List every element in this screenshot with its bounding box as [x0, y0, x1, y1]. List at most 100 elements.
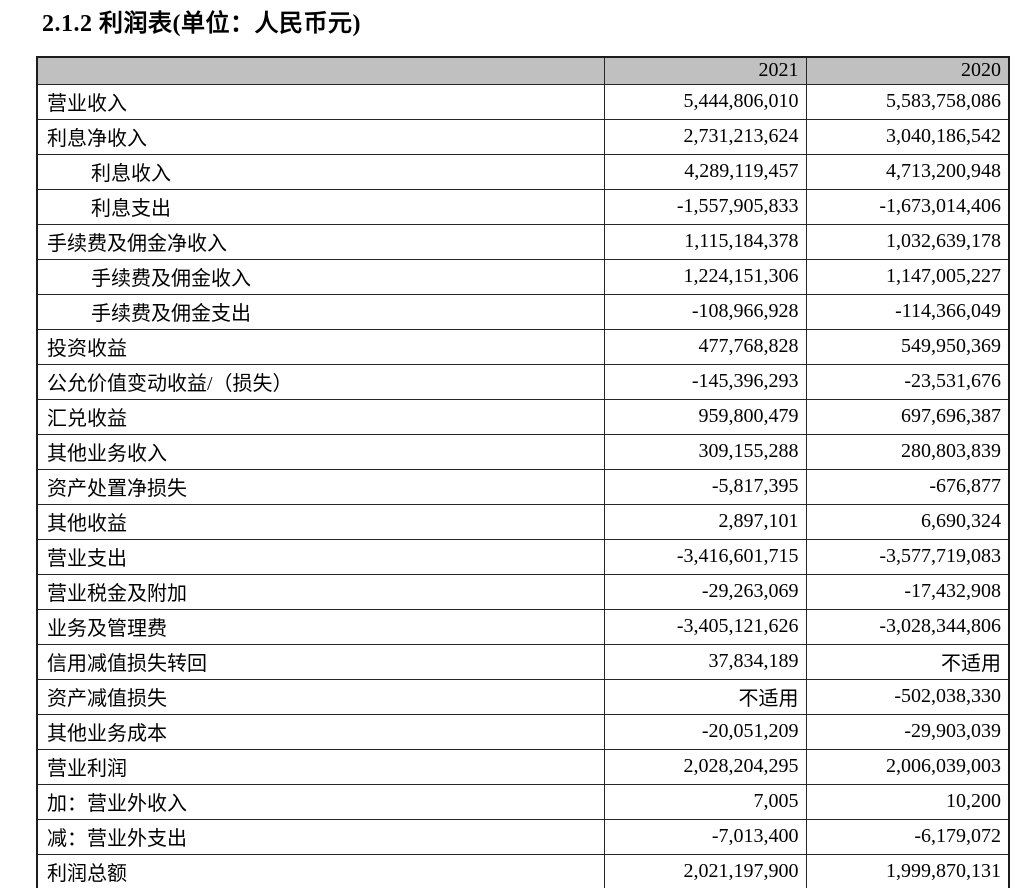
value-2021: 959,800,479 [603, 399, 807, 435]
row-label: 其他业务收入 [36, 434, 605, 470]
value-2020: 3,040,186,542 [805, 119, 1010, 155]
row-label: 资产处置净损失 [36, 469, 605, 505]
table-row: 营业支出 -3,416,601,715 -3,577,719,083 [36, 539, 1010, 575]
row-label: 加：营业外收入 [36, 784, 605, 820]
header-year-2020: 2020 [805, 56, 1010, 85]
value-2020: 5,583,758,086 [805, 84, 1010, 120]
table-row: 业务及管理费 -3,405,121,626 -3,028,344,806 [36, 609, 1010, 645]
value-2020: -676,877 [805, 469, 1010, 505]
row-label: 利息支出 [36, 189, 605, 225]
section-title: 2.1.2 利润表(单位：人民币元) [42, 11, 361, 37]
row-label: 利润总额 [36, 854, 605, 888]
value-2020: -114,366,049 [805, 294, 1010, 330]
row-label: 利息净收入 [36, 119, 605, 155]
table-row: 其他收益 2,897,101 6,690,324 [36, 504, 1010, 540]
row-label: 手续费及佣金净收入 [36, 224, 605, 260]
value-2021: -145,396,293 [603, 364, 807, 400]
table-row: 营业收入 5,444,806,010 5,583,758,086 [36, 84, 1010, 120]
value-2021: -5,817,395 [603, 469, 807, 505]
value-2021: 2,897,101 [603, 504, 807, 540]
table-row: 手续费及佣金净收入 1,115,184,378 1,032,639,178 [36, 224, 1010, 260]
value-2020: 549,950,369 [805, 329, 1010, 365]
income-statement-table: 2021 2020 营业收入 5,444,806,010 5,583,758,0… [36, 56, 1010, 888]
table-header: 2021 2020 [36, 56, 1010, 85]
value-2020: 4,713,200,948 [805, 154, 1010, 190]
table-row: 其他业务成本 -20,051,209 -29,903,039 [36, 714, 1010, 750]
value-2020: 2,006,039,003 [805, 749, 1010, 785]
row-label: 业务及管理费 [36, 609, 605, 645]
row-label: 利息收入 [36, 154, 605, 190]
table-row: 汇兑收益 959,800,479 697,696,387 [36, 399, 1010, 435]
row-label: 公允价值变动收益/（损失） [36, 364, 605, 400]
value-2020: -23,531,676 [805, 364, 1010, 400]
value-2021: -108,966,928 [603, 294, 807, 330]
value-2021: 7,005 [603, 784, 807, 820]
value-2021: -3,416,601,715 [603, 539, 807, 575]
row-label: 营业收入 [36, 84, 605, 120]
table-row: 利息净收入 2,731,213,624 3,040,186,542 [36, 119, 1010, 155]
table-row: 营业利润 2,028,204,295 2,006,039,003 [36, 749, 1010, 785]
value-2021: -1,557,905,833 [603, 189, 807, 225]
row-label: 其他收益 [36, 504, 605, 540]
value-2021: 2,028,204,295 [603, 749, 807, 785]
row-label: 资产减值损失 [36, 679, 605, 715]
table-row: 手续费及佣金支出 -108,966,928 -114,366,049 [36, 294, 1010, 330]
table-row: 公允价值变动收益/（损失） -145,396,293 -23,531,676 [36, 364, 1010, 400]
value-2020: -502,038,330 [805, 679, 1010, 715]
value-2021: 37,834,189 [603, 644, 807, 680]
row-label: 营业支出 [36, 539, 605, 575]
row-label: 手续费及佣金支出 [36, 294, 605, 330]
value-2021: -3,405,121,626 [603, 609, 807, 645]
value-2021: 309,155,288 [603, 434, 807, 470]
value-2020: 1,032,639,178 [805, 224, 1010, 260]
table-row: 利息支出 -1,557,905,833 -1,673,014,406 [36, 189, 1010, 225]
value-2021: -29,263,069 [603, 574, 807, 610]
value-2020: -17,432,908 [805, 574, 1010, 610]
row-label: 营业税金及附加 [36, 574, 605, 610]
document-page: 2.1.2 利润表(单位：人民币元) 2021 2020 营业收入 5,444,… [0, 9, 1035, 888]
row-label: 手续费及佣金收入 [36, 259, 605, 295]
value-2021: 不适用 [603, 679, 807, 715]
table-row: 利息收入 4,289,119,457 4,713,200,948 [36, 154, 1010, 190]
table-row: 其他业务收入 309,155,288 280,803,839 [36, 434, 1010, 470]
table-row: 营业税金及附加 -29,263,069 -17,432,908 [36, 574, 1010, 610]
value-2021: 477,768,828 [603, 329, 807, 365]
value-2020: 1,147,005,227 [805, 259, 1010, 295]
row-label: 其他业务成本 [36, 714, 605, 750]
value-2021: 1,115,184,378 [603, 224, 807, 260]
value-2020: -6,179,072 [805, 819, 1010, 855]
value-2020: -1,673,014,406 [805, 189, 1010, 225]
value-2021: 4,289,119,457 [603, 154, 807, 190]
header-year-2021: 2021 [603, 56, 807, 85]
row-label: 信用减值损失转回 [36, 644, 605, 680]
row-label: 营业利润 [36, 749, 605, 785]
header-label-cell [36, 56, 605, 85]
table-row: 信用减值损失转回 37,834,189 不适用 [36, 644, 1010, 680]
value-2020: 6,690,324 [805, 504, 1010, 540]
table-body: 营业收入 5,444,806,010 5,583,758,086 利息净收入 2… [36, 84, 1010, 888]
table-row: 资产减值损失 不适用 -502,038,330 [36, 679, 1010, 715]
value-2020: -29,903,039 [805, 714, 1010, 750]
value-2021: 2,731,213,624 [603, 119, 807, 155]
value-2020: 10,200 [805, 784, 1010, 820]
value-2021: 5,444,806,010 [603, 84, 807, 120]
table-row: 资产处置净损失 -5,817,395 -676,877 [36, 469, 1010, 505]
value-2021: 1,224,151,306 [603, 259, 807, 295]
value-2021: 2,021,197,900 [603, 854, 807, 888]
value-2020: 280,803,839 [805, 434, 1010, 470]
value-2020: -3,577,719,083 [805, 539, 1010, 575]
value-2021: -7,013,400 [603, 819, 807, 855]
value-2020: 1,999,870,131 [805, 854, 1010, 888]
table-row: 手续费及佣金收入 1,224,151,306 1,147,005,227 [36, 259, 1010, 295]
value-2020: -3,028,344,806 [805, 609, 1010, 645]
value-2020: 不适用 [805, 644, 1010, 680]
row-label: 减：营业外支出 [36, 819, 605, 855]
value-2020: 697,696,387 [805, 399, 1010, 435]
row-label: 投资收益 [36, 329, 605, 365]
header-row: 2021 2020 [36, 56, 1010, 85]
table-row: 投资收益 477,768,828 549,950,369 [36, 329, 1010, 365]
row-label: 汇兑收益 [36, 399, 605, 435]
table-row: 加：营业外收入 7,005 10,200 [36, 784, 1010, 820]
table-row: 减：营业外支出 -7,013,400 -6,179,072 [36, 819, 1010, 855]
table-row: 利润总额 2,021,197,900 1,999,870,131 [36, 854, 1010, 888]
